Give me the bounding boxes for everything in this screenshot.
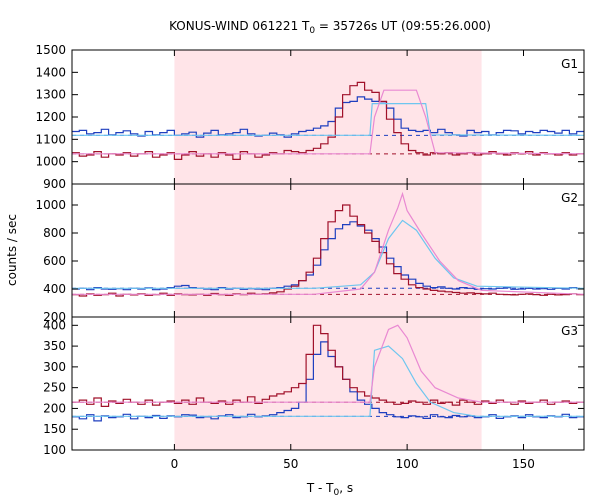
x-tick-label: 50	[283, 457, 298, 471]
panel-g3: 100 150 200 250 300 350 400 G3	[43, 316, 585, 457]
y-tick-label: 250	[43, 381, 66, 395]
y-tick-label: 100	[43, 443, 66, 457]
y-tick-label: 200	[43, 401, 66, 415]
series-lightblue-model	[72, 219, 585, 289]
series-blue-counts	[72, 221, 584, 291]
series-lightblue-model	[72, 103, 585, 136]
y-tick-label: 800	[43, 226, 66, 240]
y-tick-label: 1100	[35, 132, 66, 146]
series-blue-counts	[72, 96, 584, 138]
panel-label: G3	[561, 324, 578, 338]
y-tick-label: 350	[43, 339, 66, 353]
series-pink-model	[72, 191, 585, 295]
y-axis-label: counts / sec	[5, 214, 19, 286]
y-tick-label: 400	[43, 318, 66, 332]
y-tick-label: 200	[43, 310, 66, 324]
x-axis-label: T - T0, s	[306, 481, 353, 498]
x-tick-label: 0	[171, 457, 179, 471]
y-tick-label: 1400	[35, 65, 66, 79]
y-tick-label: 900	[43, 177, 66, 191]
y-tick-label: 1000	[35, 155, 66, 169]
panel-label: G1	[561, 57, 578, 71]
chart-title: KONUS-WIND 061221 T0 = 35726s UT (09:55:…	[169, 19, 491, 36]
y-tick-label: 150	[43, 422, 66, 436]
x-tick-label: 100	[396, 457, 419, 471]
y-tick-label: 1300	[35, 88, 66, 102]
x-axis-label-subscript: 0	[334, 488, 340, 498]
plot-area: 900100011001200130014001500G120040060080…	[35, 43, 585, 471]
shaded-interval	[174, 184, 482, 317]
x-axis-label-main: T - T	[306, 481, 334, 495]
shaded-interval	[174, 50, 482, 184]
x-tick-label: 150	[512, 457, 535, 471]
series-pink-model	[72, 324, 584, 403]
panel-g1: 900 1000 1100 1200 1300 1400 1500 G1	[35, 43, 585, 191]
y-tick-label: 600	[43, 254, 66, 268]
chart-title-main: KONUS-WIND 061221 T	[169, 19, 310, 33]
y-tick-label: 300	[43, 360, 66, 374]
panel-frame	[71, 316, 585, 451]
y-tick-label: 1200	[35, 110, 66, 124]
chart-title-rest: = 35726s UT (09:55:26.000)	[315, 19, 491, 33]
y-tick-label: 1000	[35, 198, 66, 212]
series-darkred-counts	[72, 324, 584, 407]
y-tick-label: 1500	[35, 43, 66, 57]
panel-g2: 200 400 600 800 1000 G2	[35, 183, 585, 324]
panel-label: G2	[561, 191, 578, 205]
series-pink-model	[72, 89, 585, 155]
chart-title-subscript: 0	[309, 26, 315, 36]
y-tick-label: 400	[43, 282, 66, 296]
x-axis-label-rest: , s	[339, 481, 353, 495]
